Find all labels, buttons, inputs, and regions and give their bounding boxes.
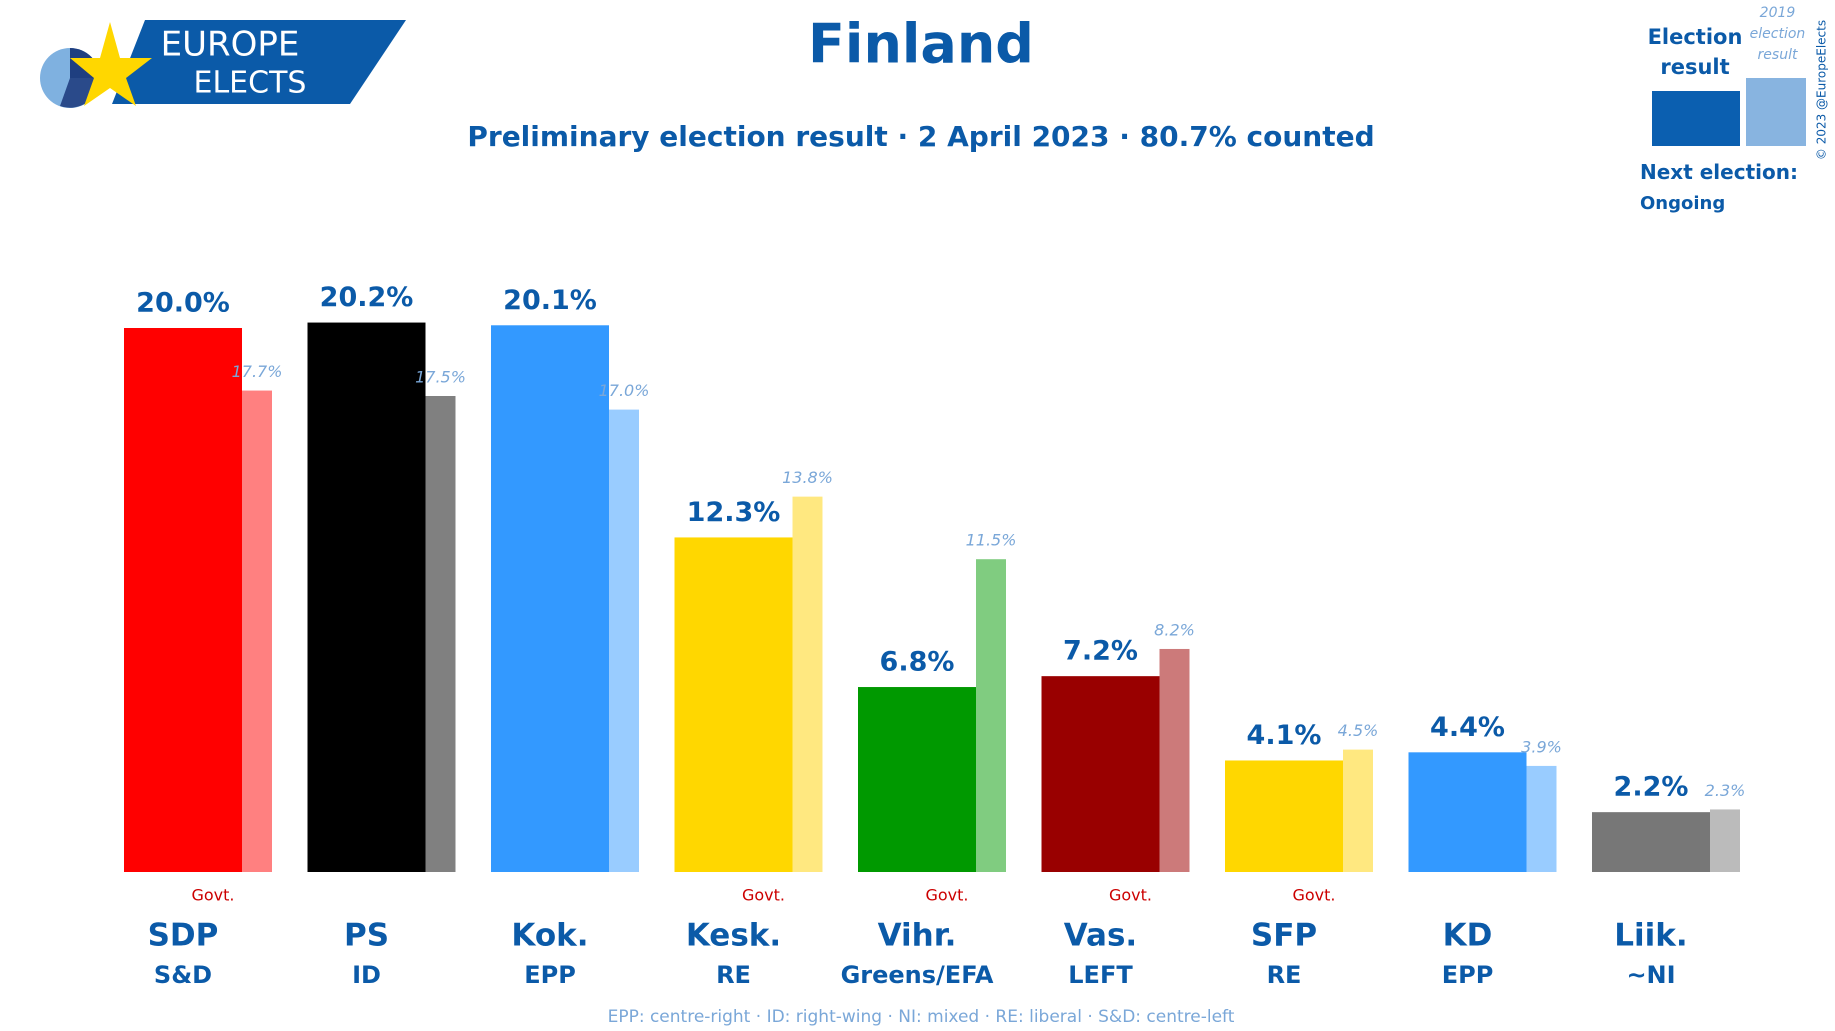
x-tick-label: SFP bbox=[1251, 918, 1317, 954]
govt-label: Govt. bbox=[1109, 886, 1152, 905]
bar-previous bbox=[609, 409, 639, 872]
x-tick-label: Vas. bbox=[1064, 918, 1137, 954]
bar bbox=[491, 325, 609, 872]
value-label: 12.3% bbox=[687, 497, 781, 528]
value-label-previous: 2.3% bbox=[1705, 781, 1746, 800]
logo-banner bbox=[112, 20, 406, 104]
value-label: 20.0% bbox=[136, 288, 230, 319]
value-label-previous: 17.0% bbox=[599, 381, 650, 400]
legend-label: 2019 election result bbox=[1749, 5, 1806, 63]
value-label-previous: 8.2% bbox=[1154, 620, 1195, 639]
bar-previous bbox=[1159, 648, 1190, 872]
value-label-previous: 17.7% bbox=[232, 362, 283, 381]
govt-label: Govt. bbox=[191, 886, 234, 905]
group-label: ~NI bbox=[1626, 961, 1675, 989]
chart-subtitle: Preliminary election result · 2 April 20… bbox=[467, 120, 1374, 153]
bar bbox=[1592, 812, 1710, 872]
bar bbox=[307, 322, 426, 872]
bar bbox=[674, 537, 793, 872]
logo-slice bbox=[60, 78, 100, 108]
bar-previous bbox=[425, 396, 456, 872]
x-tick-label: SDP bbox=[148, 918, 219, 954]
bar-previous bbox=[242, 390, 272, 872]
govt-label: Govt. bbox=[1292, 886, 1335, 905]
next-election-label: Next election: bbox=[1640, 160, 1798, 184]
value-label-previous: 17.5% bbox=[415, 368, 466, 387]
value-label: 4.4% bbox=[1430, 712, 1505, 743]
bar-previous bbox=[1526, 765, 1557, 872]
group-label: EPP bbox=[524, 961, 576, 989]
group-label: LEFT bbox=[1068, 961, 1133, 989]
group-label: EPP bbox=[1442, 961, 1494, 989]
value-label: 20.2% bbox=[320, 282, 414, 313]
logo-text: EUROPE bbox=[161, 25, 300, 65]
legend-swatch bbox=[1746, 78, 1806, 146]
value-label: 7.2% bbox=[1063, 636, 1138, 667]
bar bbox=[1041, 676, 1160, 872]
x-tick-label: Liik. bbox=[1614, 918, 1687, 954]
value-label: 20.1% bbox=[503, 285, 597, 316]
bar-previous bbox=[976, 559, 1006, 872]
value-label-previous: 3.9% bbox=[1521, 737, 1562, 756]
bar bbox=[1225, 760, 1343, 872]
x-tick-label: PS bbox=[344, 918, 389, 954]
bar bbox=[124, 328, 242, 872]
next-election-value: Ongoing bbox=[1640, 193, 1726, 214]
value-label-previous: 4.5% bbox=[1338, 721, 1379, 740]
bar-previous bbox=[1710, 809, 1740, 872]
x-tick-label: KD bbox=[1443, 918, 1493, 954]
bar-previous bbox=[1343, 749, 1373, 872]
bar bbox=[1408, 752, 1527, 872]
govt-label: Govt. bbox=[925, 886, 968, 905]
x-tick-label: Kesk. bbox=[686, 918, 781, 954]
group-label: Greens/EFA bbox=[841, 961, 994, 989]
logo-text: ELECTS bbox=[194, 66, 307, 101]
x-tick-label: Kok. bbox=[511, 918, 588, 954]
group-label: RE bbox=[1267, 961, 1302, 989]
group-label: S&D bbox=[154, 961, 212, 989]
value-label: 2.2% bbox=[1614, 772, 1689, 803]
x-tick-label: Vihr. bbox=[878, 918, 957, 954]
logo: EUROPE ELECTS bbox=[40, 20, 406, 108]
bar-previous bbox=[792, 496, 823, 872]
group-label: RE bbox=[716, 961, 751, 989]
bar bbox=[858, 687, 976, 872]
copyright: © 2023 @EuropeElects bbox=[1815, 20, 1829, 160]
value-label-previous: 13.8% bbox=[782, 468, 833, 487]
group-label: ID bbox=[352, 961, 381, 989]
logo-star bbox=[70, 22, 152, 106]
value-label: 4.1% bbox=[1247, 720, 1322, 751]
govt-label: Govt. bbox=[742, 886, 785, 905]
legend-swatch bbox=[1652, 91, 1740, 146]
chart-title: Finland bbox=[808, 13, 1034, 76]
value-label: 6.8% bbox=[880, 647, 955, 678]
value-label-previous: 11.5% bbox=[966, 531, 1017, 550]
legend-label: Election result bbox=[1647, 25, 1743, 79]
footnote: EPP: centre-right · ID: right-wing · NI:… bbox=[608, 1007, 1235, 1027]
